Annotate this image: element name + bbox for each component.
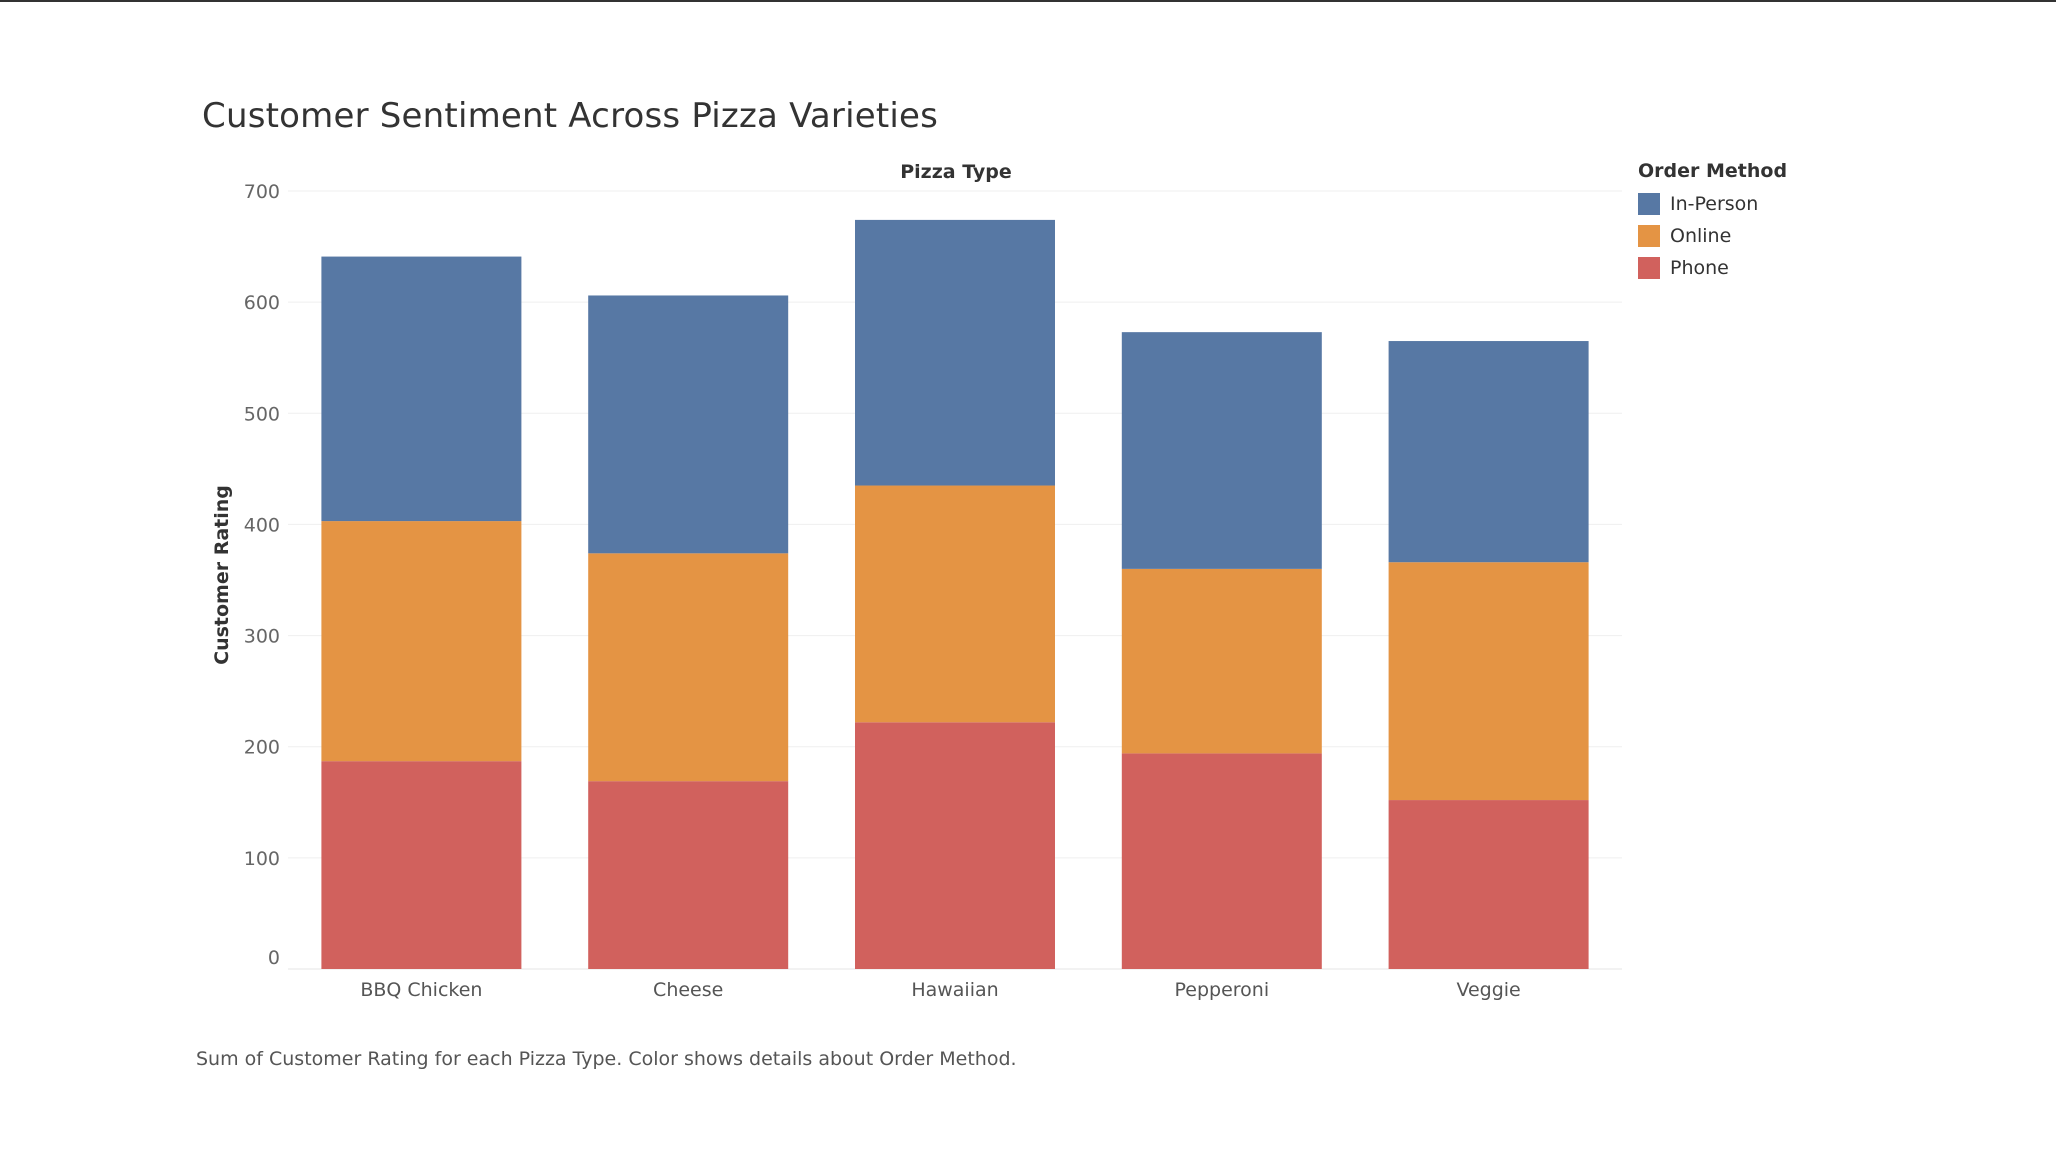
- x-tick-label: BBQ Chicken: [360, 979, 482, 1001]
- bar-segment-in-person[interactable]: [1388, 341, 1589, 563]
- bar-segment-online[interactable]: [588, 553, 789, 782]
- legend-label: Phone: [1670, 257, 1729, 279]
- chart-caption: Sum of Customer Rating for each Pizza Ty…: [196, 1048, 1017, 1070]
- bar-segment-phone[interactable]: [1121, 753, 1322, 969]
- legend-item-online[interactable]: Online: [1638, 220, 1787, 252]
- y-tick-label: 300: [244, 626, 280, 648]
- bars: [321, 219, 1589, 969]
- bar-segment-phone[interactable]: [855, 722, 1055, 969]
- y-tick-labels: 0 100 200 300 400 500 600 700: [244, 181, 280, 969]
- legend-label: In-Person: [1670, 193, 1759, 215]
- y-tick-label: 0: [268, 947, 280, 969]
- bar-segment-phone[interactable]: [588, 781, 789, 969]
- y-axis-label: Customer Rating: [211, 485, 233, 665]
- x-tick-label: Veggie: [1456, 979, 1520, 1001]
- chart-title: Customer Sentiment Across Pizza Varietie…: [202, 96, 939, 136]
- bar-segment-online[interactable]: [1121, 568, 1322, 754]
- y-tick-label: 100: [244, 848, 280, 870]
- bar-segment-online[interactable]: [855, 485, 1055, 723]
- legend-swatch: [1638, 193, 1660, 215]
- x-tick-label: Cheese: [653, 979, 723, 1001]
- bar-segment-phone[interactable]: [321, 761, 522, 969]
- x-tick-label: Hawaiian: [911, 979, 998, 1001]
- bar-segment-online[interactable]: [321, 521, 522, 762]
- y-tick-label: 400: [244, 514, 280, 536]
- y-tick-label: 600: [244, 292, 280, 314]
- bar-segment-online[interactable]: [1388, 562, 1589, 801]
- legend-swatch: [1638, 257, 1660, 279]
- legend-item-phone[interactable]: Phone: [1638, 252, 1787, 284]
- y-tick-label: 700: [244, 181, 280, 203]
- legend-item-in-person[interactable]: In-Person: [1638, 188, 1787, 220]
- legend: Order Method In-Person Online Phone: [1638, 160, 1787, 284]
- bar-segment-in-person[interactable]: [321, 256, 522, 522]
- legend-swatch: [1638, 225, 1660, 247]
- column-header: Pizza Type: [900, 161, 1012, 183]
- legend-title: Order Method: [1638, 160, 1788, 182]
- bar-segment-in-person[interactable]: [855, 219, 1055, 486]
- y-tick-label: 200: [244, 737, 280, 759]
- legend-label: Online: [1670, 225, 1732, 247]
- bar-segment-in-person[interactable]: [588, 295, 789, 554]
- bar-segment-phone[interactable]: [1388, 800, 1589, 969]
- x-tick-label: Pepperoni: [1174, 979, 1269, 1001]
- x-tick-labels: BBQ Chicken Cheese Hawaiian Pepperoni Veggie: [360, 979, 1520, 1001]
- bar-segment-in-person[interactable]: [1121, 332, 1322, 569]
- y-tick-label: 500: [244, 403, 280, 425]
- top-border: [0, 0, 2056, 2]
